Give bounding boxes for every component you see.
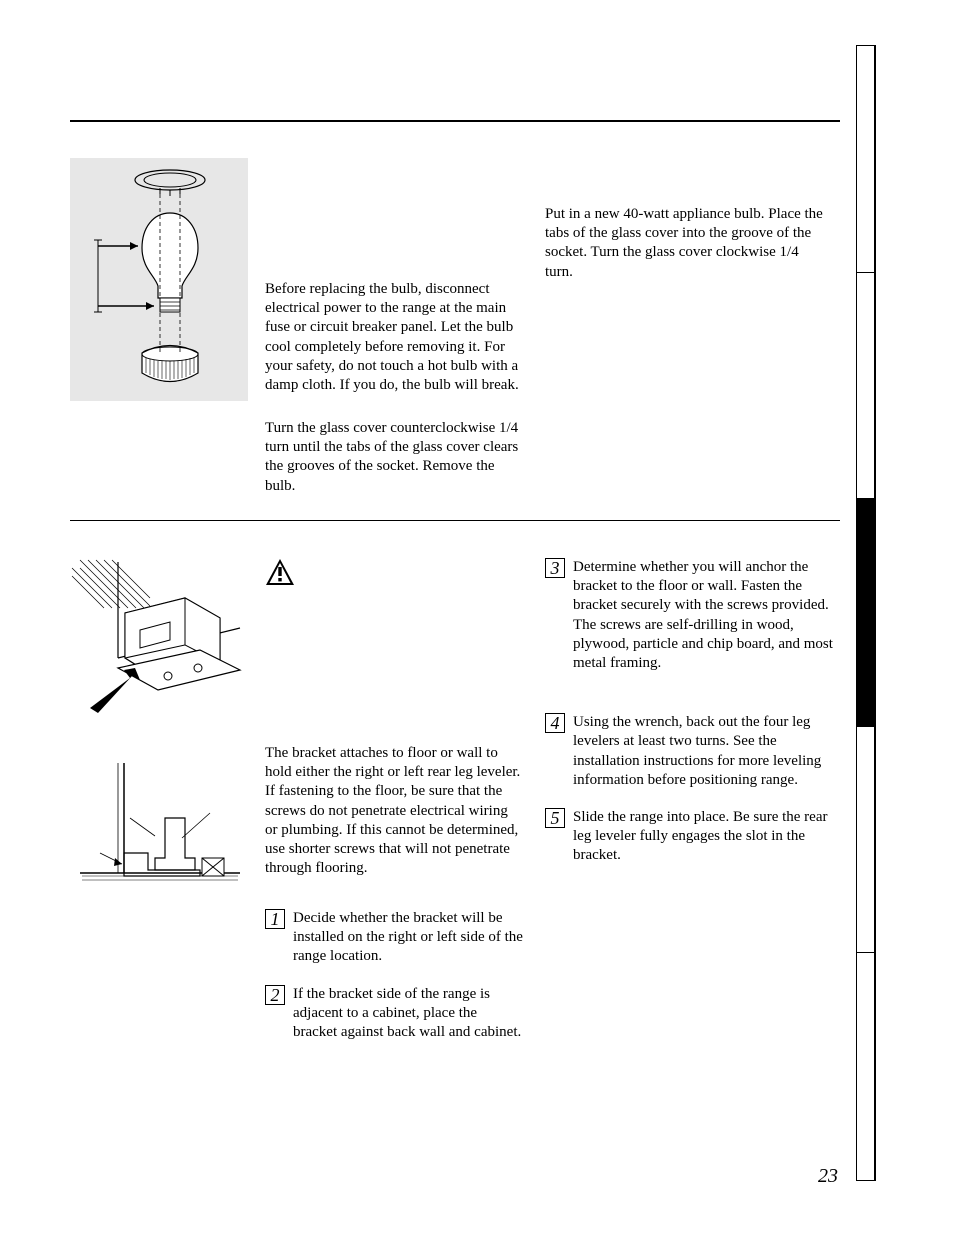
side-tick-4 xyxy=(856,952,876,953)
s1-p2: Turn the glass cover counterclockwise 1/… xyxy=(265,419,525,496)
s1-p1: Before replacing the bulb, disconnect el… xyxy=(265,280,525,395)
s2-intro: The bracket attaches to floor or wall to… xyxy=(265,744,523,878)
step-text-1: Decide whether the bracket will be insta… xyxy=(293,909,523,967)
top-rule xyxy=(70,120,840,122)
mid-rule xyxy=(70,520,840,521)
warning-icon xyxy=(265,558,295,586)
step-text-5: Slide the range into place. Be sure the … xyxy=(573,808,835,866)
steps-col2: 3 Determine whether you will anchor the … xyxy=(545,558,835,883)
bracket-illustration-1 xyxy=(70,558,248,728)
step-num-4: 4 xyxy=(545,713,565,733)
side-tick-5 xyxy=(856,1180,876,1181)
step-num-2: 2 xyxy=(265,985,285,1005)
step-num-1: 1 xyxy=(265,909,285,929)
bracket-svg-1 xyxy=(70,558,248,728)
step-5: 5 Slide the range into place. Be sure th… xyxy=(545,808,835,866)
bulb-svg xyxy=(70,158,248,401)
step-text-2: If the bracket side of the range is adja… xyxy=(293,985,523,1043)
page-number: 23 xyxy=(818,1165,838,1188)
bracket-illustration-2 xyxy=(70,758,248,898)
step-text-3: Determine whether you will anchor the br… xyxy=(573,558,835,673)
bracket-svg-2 xyxy=(70,758,248,898)
step-num-3: 3 xyxy=(545,558,565,578)
step-2: 2 If the bracket side of the range is ad… xyxy=(265,985,523,1043)
side-tick-0 xyxy=(856,45,876,46)
step-text-4: Using the wrench, back out the four leg … xyxy=(573,713,835,790)
side-tick-3 xyxy=(856,726,876,727)
step-4: 4 Using the wrench, back out the four le… xyxy=(545,713,835,790)
s1-p3: Put in a new 40-watt appliance bulb. Pla… xyxy=(545,205,830,282)
page: Before replacing the bulb, disconnect el… xyxy=(0,0,954,1235)
side-tick-1 xyxy=(856,272,876,273)
step-1: 1 Decide whether the bracket will be ins… xyxy=(265,909,523,967)
steps-col1: 1 Decide whether the bracket will be ins… xyxy=(265,909,523,1060)
bulb-illustration xyxy=(70,158,248,401)
side-index-active xyxy=(856,498,875,726)
step-num-5: 5 xyxy=(545,808,565,828)
step-3: 3 Determine whether you will anchor the … xyxy=(545,558,835,673)
